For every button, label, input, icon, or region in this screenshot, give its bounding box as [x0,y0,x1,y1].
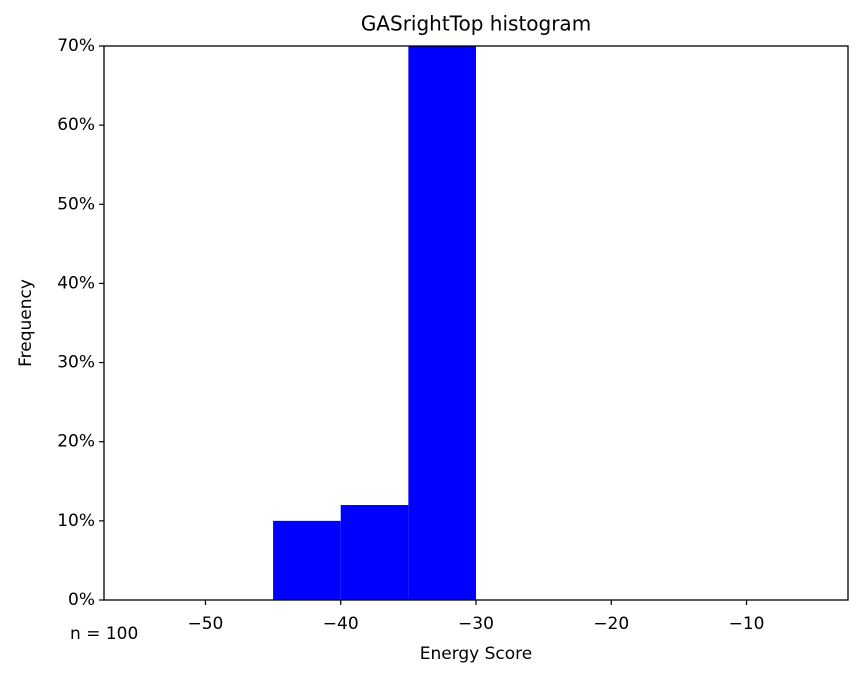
bar [408,46,476,600]
x-axis-label: Energy Score [420,644,533,664]
y-tick-label: 50% [57,194,95,214]
y-tick-label: 20% [57,432,95,452]
bar [340,505,409,600]
plot-area [273,46,476,600]
x-tick-label: −10 [729,614,765,634]
y-tick-label: 70% [57,36,95,56]
y-tick-label: 0% [68,590,95,610]
y-tick-label: 30% [57,353,95,373]
x-tick-label: −20 [593,614,629,634]
y-tick-label: 10% [57,511,95,531]
chart-title: GASrightTop histogram [361,12,591,36]
annotation: n = 100 [70,624,138,644]
y-tick-label: 40% [57,273,95,293]
bar [273,520,341,600]
x-tick-label: −50 [188,614,224,634]
y-axis-label: Frequency [16,279,36,367]
x-tick-label: −40 [323,614,359,634]
y-tick-label: 60% [57,115,95,135]
x-tick-label: −30 [458,614,494,634]
